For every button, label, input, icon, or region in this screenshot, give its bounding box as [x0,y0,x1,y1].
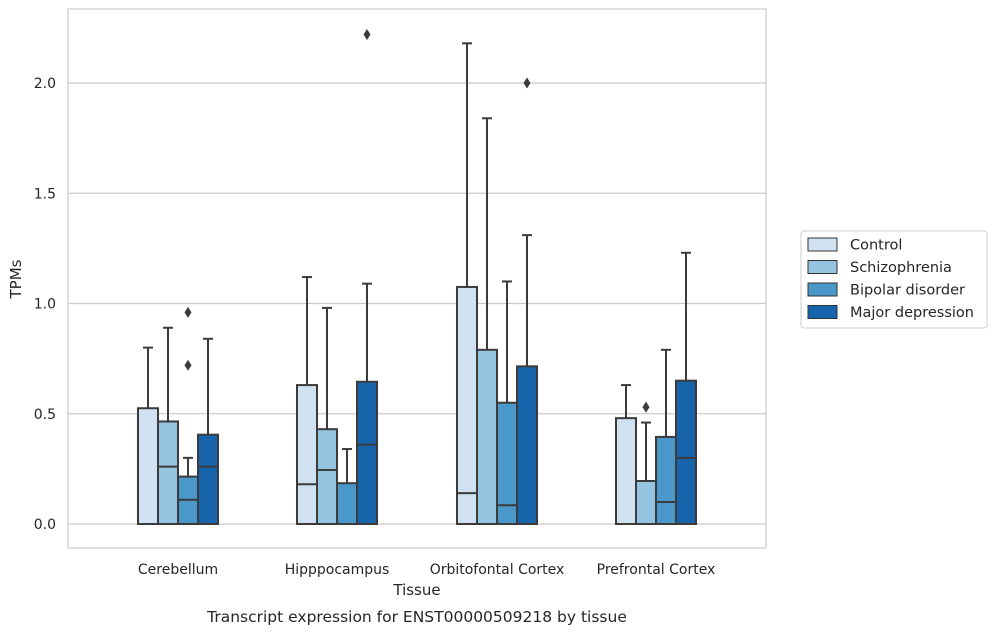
x-axis-label: Tissue [392,581,440,599]
box [197,433,219,526]
legend-label: Bipolar disorder [850,283,965,299]
legend-swatch [807,282,838,297]
y-tick-label: 1.5 [34,186,56,202]
box [655,435,677,525]
y-axis-ticks: 0.0 0.5 1.0 1.5 2.0 [34,76,56,533]
y-tick-label: 1.0 [34,297,56,313]
x-tick-label: Orbitofontal Cortex [430,562,565,578]
box-group [296,28,378,525]
box [316,428,338,525]
outlier-point [184,359,192,371]
outlier-point [523,77,531,89]
box [675,379,697,525]
y-axis-label: TPMs [7,259,25,299]
box-groups [137,28,697,526]
plot-frame [67,8,767,549]
outlier-point [642,401,650,413]
box [456,285,478,525]
box [157,420,179,525]
x-tick-label: Hipppocampus [285,562,390,578]
box [356,380,378,525]
box-group [615,251,697,526]
box [635,480,657,526]
legend-frame [800,230,988,329]
legend-swatch [807,237,838,252]
legend-swatch [807,260,838,274]
y-tick-label: 0.5 [34,407,56,423]
x-tick-label: Cerebellum [138,562,218,578]
box [137,407,159,525]
y-tick-label: 0.0 [34,517,56,533]
box-group [137,306,219,526]
outlier-point [184,306,192,318]
x-tick-label: Prefrontal Cortex [597,562,716,578]
y-tick-label: 2.0 [34,76,56,92]
box [476,348,498,525]
legend-label: Control [850,238,902,254]
box [336,482,358,525]
legend-label: Schizophrenia [850,260,952,276]
legend-label: Major depression [850,305,974,321]
outlier-point [363,28,371,40]
box-group [456,42,538,526]
x-axis-ticks: Cerebellum Hipppocampus Orbitofontal Corte… [138,562,715,578]
legend: Control Schizophrenia Bipolar disorder Majo… [800,230,988,329]
box [296,384,318,525]
legend-swatch [807,305,838,319]
figure-caption: Transcript expression for ENST0000050921… [206,608,627,626]
box [615,417,637,525]
box [516,365,538,525]
